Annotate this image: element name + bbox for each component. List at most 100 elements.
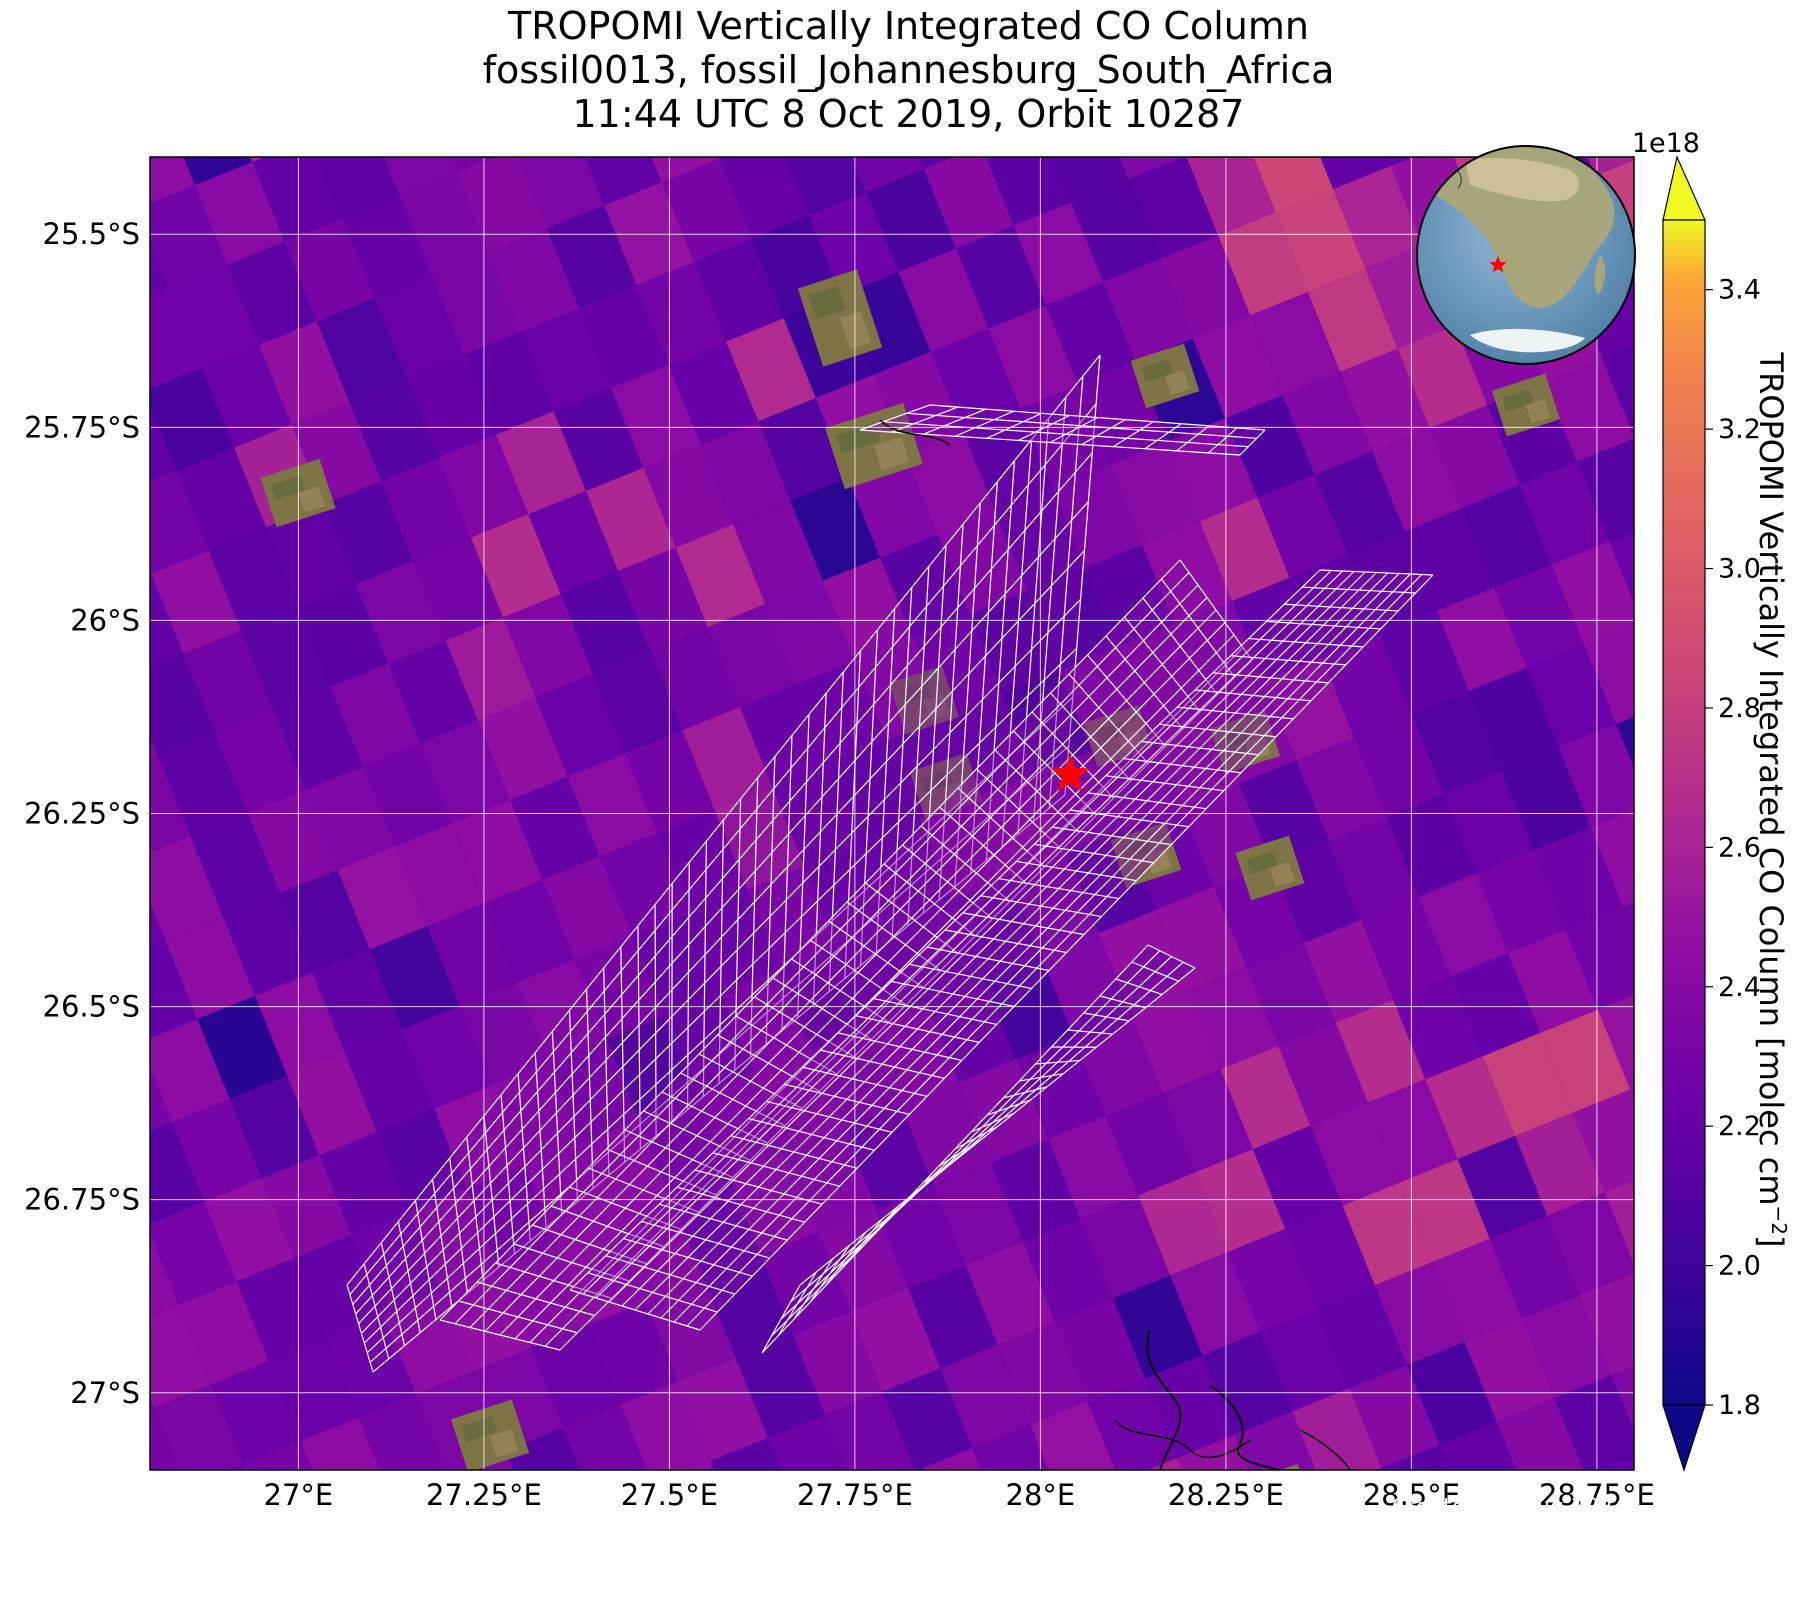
- co-pixel: [818, 1208, 908, 1312]
- colorbar-tick-label: 2.6: [1718, 832, 1761, 863]
- lat-tick-label: 25.75°S: [24, 410, 140, 444]
- lat-tick-label: 27°S: [70, 1376, 140, 1410]
- co-pixel: [1443, 770, 1534, 874]
- co-pixel: [1048, 1115, 1138, 1219]
- co-pixel: [317, 157, 400, 219]
- co-pixel: [923, 157, 1014, 249]
- co-pixel: [333, 1498, 423, 1601]
- co-pixel: [1606, 1458, 1634, 1470]
- co-pixel: [517, 959, 607, 1063]
- co-pixel: [158, 733, 248, 837]
- co-pixel: [1602, 345, 1634, 438]
- co-pixel: [1429, 405, 1520, 509]
- co-pixel: [43, 780, 133, 883]
- co-pixel: [797, 660, 888, 764]
- lon-tick-label: 27.5°E: [621, 1478, 718, 1512]
- co-pixel: [1544, 358, 1634, 462]
- co-pixel: [252, 157, 342, 242]
- title-line-2: fossil0013, fossil_Johannesburg_South_Af…: [482, 48, 1335, 92]
- co-pixel: [1450, 953, 1541, 1057]
- co-pixel: [567, 753, 658, 857]
- co-pixel: [650, 627, 740, 731]
- co-pixel: [675, 524, 766, 628]
- co-pixel: [150, 239, 170, 297]
- co-pixel: [1278, 1022, 1368, 1126]
- map-area: [43, 53, 1636, 1601]
- sounding-swath: [859, 404, 1266, 456]
- co-pixel: [355, 560, 446, 664]
- co-pixel: [901, 1082, 991, 1186]
- lon-tick-label: 27.75°E: [797, 1478, 913, 1512]
- co-pixel: [632, 913, 722, 1016]
- co-pixel: [337, 846, 428, 950]
- globe-star-marker: [1489, 256, 1507, 273]
- co-pixel: [1317, 1285, 1408, 1389]
- co-pixel: [808, 192, 899, 296]
- co-pixel: [1526, 644, 1617, 748]
- co-pixel: [1551, 541, 1634, 645]
- co-pixel: [1128, 157, 1219, 259]
- co-pixel: [700, 421, 791, 525]
- co-pixel: [1494, 564, 1584, 668]
- colorbar-bar: [1662, 219, 1706, 1406]
- co-pixel: [1310, 1102, 1401, 1206]
- co-pixel: [150, 756, 191, 853]
- co-pixel: [1117, 624, 1207, 728]
- co-pixel: [211, 1361, 301, 1465]
- co-pixel: [517, 157, 605, 229]
- co-pixel: [1246, 943, 1336, 1047]
- co-pixel: [1367, 1079, 1458, 1183]
- co-pixel: [150, 570, 152, 575]
- co-pixel: [1192, 315, 1283, 419]
- co-pixel: [733, 501, 823, 605]
- co-pixel: [190, 813, 281, 917]
- co-pixel: [1611, 1366, 1634, 1431]
- co-pixel: [431, 251, 522, 355]
- co-pixel: [1361, 896, 1451, 1000]
- co-pixel: [1587, 157, 1634, 176]
- co-pixel: [349, 378, 439, 481]
- co-pixel: [312, 949, 402, 1053]
- co-pixel: [1239, 760, 1329, 864]
- co-pixel: [926, 979, 1017, 1083]
- co-pixel: [1347, 531, 1437, 635]
- co-pixel: [718, 157, 724, 159]
- co-pixel: [1320, 157, 1391, 190]
- co-pixel: [1354, 714, 1444, 817]
- co-pixel: [477, 697, 568, 800]
- co-pixel: [645, 1278, 736, 1382]
- co-pixel: [150, 939, 198, 1039]
- co-pixel: [1154, 53, 1244, 156]
- co-pixel: [1307, 268, 1398, 372]
- co-pixel: [1296, 737, 1387, 841]
- co-pixel: [1023, 1218, 1113, 1322]
- co-pixel: [1013, 202, 1104, 306]
- co-pixel: [402, 1005, 492, 1109]
- co-pixel: [1234, 1411, 1316, 1470]
- co-pixel: [150, 736, 159, 760]
- co-pixel: [1547, 1192, 1634, 1296]
- co-pixel: [693, 238, 784, 342]
- co-pixel: [611, 364, 701, 468]
- co-pixel: [344, 1029, 435, 1132]
- co-pixel: [1195, 1149, 1286, 1252]
- co-pixel: [1397, 325, 1488, 429]
- lon-tick-label: 28.75°E: [1539, 1478, 1655, 1512]
- co-pixel: [376, 1108, 467, 1212]
- co-pixel: [1199, 498, 1290, 601]
- co-pixel: [420, 720, 511, 824]
- gridlines: [150, 157, 1634, 1470]
- co-pixel: [150, 1201, 237, 1305]
- co-pixel: [1259, 1308, 1350, 1412]
- co-pixel: [470, 514, 561, 618]
- satellite-tile: [450, 1399, 530, 1470]
- co-pixel: [150, 1019, 230, 1122]
- co-pixel: [868, 1002, 959, 1106]
- co-pixel: [1328, 817, 1419, 920]
- co-pixel: [358, 1394, 447, 1470]
- co-pixel: [1374, 1262, 1465, 1366]
- co-pixel: [1616, 716, 1634, 769]
- co-pixel: [933, 1162, 1023, 1266]
- co-pixel: [1264, 657, 1354, 761]
- co-pixel: [689, 889, 780, 993]
